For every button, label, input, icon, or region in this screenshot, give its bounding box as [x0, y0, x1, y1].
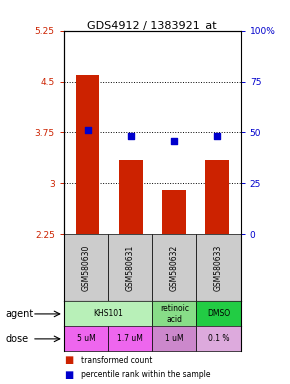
Point: [171, 138, 176, 144]
Bar: [108, 234, 152, 301]
Text: dose: dose: [6, 334, 29, 344]
Bar: [64, 234, 108, 301]
Bar: [152, 234, 197, 301]
Point: [128, 133, 133, 139]
Bar: [152, 301, 197, 326]
Point: [215, 133, 219, 139]
Text: ■: ■: [64, 356, 73, 366]
Bar: [196, 301, 241, 326]
Bar: [108, 326, 152, 351]
Bar: [64, 301, 152, 326]
Bar: [162, 190, 186, 234]
Text: DMSO: DMSO: [207, 310, 230, 318]
Text: 5 uM: 5 uM: [77, 334, 95, 343]
Text: GSM580632: GSM580632: [170, 245, 179, 291]
Text: 0.1 %: 0.1 %: [208, 334, 229, 343]
Bar: [152, 326, 197, 351]
Bar: [76, 75, 99, 234]
Text: KHS101: KHS101: [93, 310, 123, 318]
Text: GSM580633: GSM580633: [214, 245, 223, 291]
Text: GSM580630: GSM580630: [81, 245, 90, 291]
Text: ■: ■: [64, 370, 73, 380]
Point: [85, 127, 90, 134]
Bar: [196, 326, 241, 351]
Text: percentile rank within the sample: percentile rank within the sample: [81, 370, 211, 379]
Text: transformed count: transformed count: [81, 356, 153, 365]
Text: retinoic
acid: retinoic acid: [160, 304, 189, 324]
Text: 1 uM: 1 uM: [165, 334, 184, 343]
Bar: [196, 234, 241, 301]
Title: GDS4912 / 1383921_at: GDS4912 / 1383921_at: [88, 20, 217, 31]
Bar: [119, 160, 143, 234]
Text: agent: agent: [6, 309, 34, 319]
Text: 1.7 uM: 1.7 uM: [117, 334, 143, 343]
Bar: [64, 326, 108, 351]
Bar: [205, 160, 229, 234]
Text: GSM580631: GSM580631: [126, 245, 135, 291]
